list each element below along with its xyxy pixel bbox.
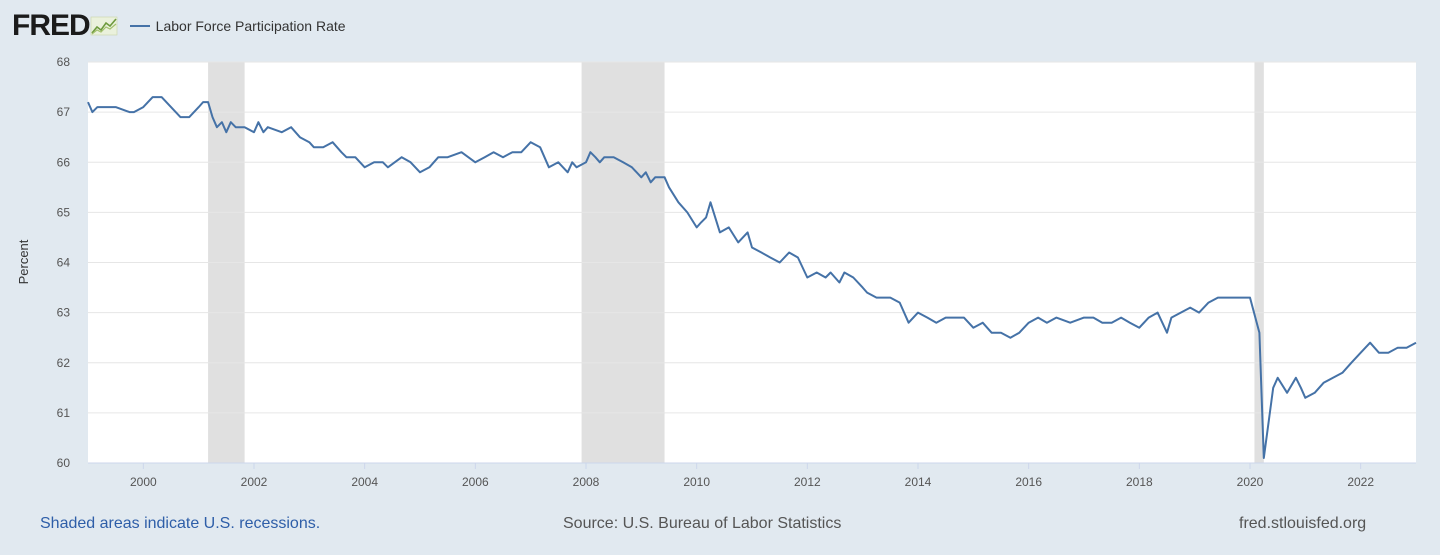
x-tick-label: 2004: [351, 475, 378, 489]
legend-label[interactable]: Labor Force Participation Rate: [155, 18, 346, 34]
header: FRED Labor Force Participation Rate: [12, 8, 346, 44]
y-tick-label: 61: [57, 406, 71, 420]
y-tick-label: 63: [57, 306, 71, 320]
fred-logo[interactable]: FRED: [12, 9, 118, 43]
y-axis-label: Percent: [16, 239, 31, 284]
y-tick-label: 67: [57, 105, 71, 119]
recession-note[interactable]: Shaded areas indicate U.S. recessions.: [40, 515, 321, 532]
series-line-0[interactable]: [87, 96, 1417, 459]
x-tick-label: 2012: [794, 475, 821, 489]
y-tick-label: 60: [57, 456, 71, 470]
logo-text: FRED: [12, 9, 91, 42]
x-tick-label: 2016: [1015, 475, 1042, 489]
y-tick-label: 62: [57, 356, 71, 370]
x-tick-label: 2002: [241, 475, 268, 489]
legend-line-swatch: [129, 25, 150, 27]
series-layer: [87, 96, 1417, 459]
x-tick-label: 2006: [462, 475, 489, 489]
x-tick-label: 2018: [1126, 475, 1153, 489]
x-tick-label: 2008: [573, 475, 600, 489]
chart-legend: Labor Force Participation Rate: [129, 18, 346, 34]
x-tick-label: 2000: [130, 475, 157, 489]
x-tick-label-layer: 2000 2002 2004 2006 2008 2010 2012 2014 2016 2018…: [130, 463, 1374, 489]
x-tick-label: 2020: [1237, 475, 1264, 489]
y-tick-label: 64: [57, 256, 71, 270]
gridline-layer: [88, 61, 1416, 464]
x-tick-label: 2014: [905, 475, 932, 489]
chart-graph-icon: [90, 16, 117, 36]
x-tick-label: 2010: [683, 475, 710, 489]
y-tick-label-layer: 60 61 62 63 64 65 66 67 68: [57, 55, 71, 470]
site-link[interactable]: fred.stlouisfed.org: [1239, 515, 1367, 532]
y-tick-label: 65: [57, 205, 71, 219]
source-note[interactable]: Source: U.S. Bureau of Labor Statistics: [563, 515, 842, 532]
y-tick-label: 66: [57, 155, 71, 169]
y-tick-label: 68: [57, 55, 71, 69]
x-tick-label: 2022: [1347, 475, 1374, 489]
